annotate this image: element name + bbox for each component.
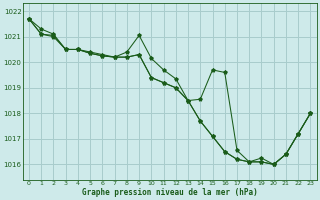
X-axis label: Graphe pression niveau de la mer (hPa): Graphe pression niveau de la mer (hPa): [82, 188, 258, 197]
